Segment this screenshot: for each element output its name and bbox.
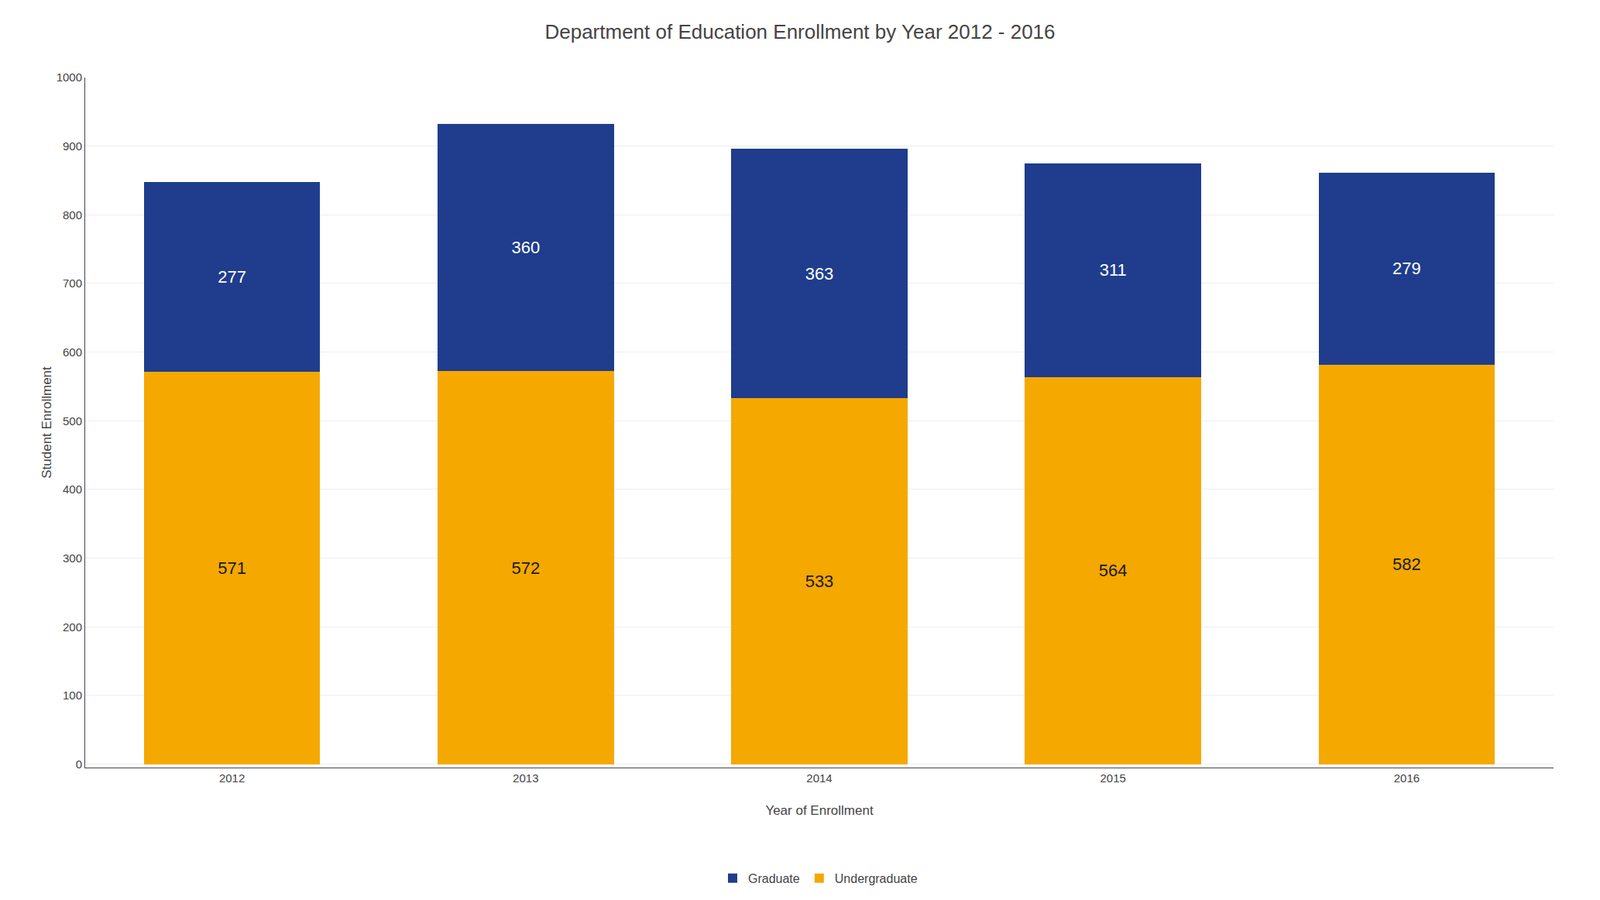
svg-text:277: 277 — [217, 267, 247, 287]
svg-text:Department of Education Enroll: Department of Education Enrollment by Ye… — [544, 20, 1055, 44]
svg-text:Student Enrollment: Student Enrollment — [39, 366, 55, 479]
svg-text:311: 311 — [1099, 260, 1127, 280]
svg-text:360: 360 — [511, 237, 540, 258]
svg-text:0: 0 — [75, 757, 83, 771]
svg-text:Undergraduate: Undergraduate — [834, 872, 918, 886]
svg-text:400: 400 — [62, 482, 83, 496]
svg-text:100: 100 — [62, 688, 83, 702]
svg-text:363: 363 — [805, 264, 835, 284]
svg-text:Graduate: Graduate — [748, 872, 800, 886]
svg-text:582: 582 — [1392, 554, 1422, 574]
svg-text:900: 900 — [62, 139, 83, 153]
svg-text:1000: 1000 — [56, 70, 83, 84]
svg-text:2016: 2016 — [1393, 771, 1420, 785]
svg-text:500: 500 — [62, 414, 83, 428]
svg-text:572: 572 — [511, 558, 540, 578]
svg-text:700: 700 — [62, 276, 83, 290]
svg-text:2013: 2013 — [512, 771, 539, 785]
svg-text:279: 279 — [1392, 258, 1422, 279]
svg-text:800: 800 — [62, 208, 83, 222]
svg-text:Year of Enrollment: Year of Enrollment — [765, 803, 874, 818]
svg-text:2015: 2015 — [1100, 771, 1127, 785]
svg-text:300: 300 — [62, 551, 83, 565]
svg-text:564: 564 — [1098, 560, 1128, 581]
svg-text:2012: 2012 — [219, 771, 245, 785]
svg-text:200: 200 — [62, 620, 83, 634]
svg-text:571: 571 — [217, 558, 247, 578]
svg-text:2014: 2014 — [806, 771, 832, 785]
svg-text:533: 533 — [805, 571, 835, 591]
svg-text:600: 600 — [62, 345, 83, 359]
